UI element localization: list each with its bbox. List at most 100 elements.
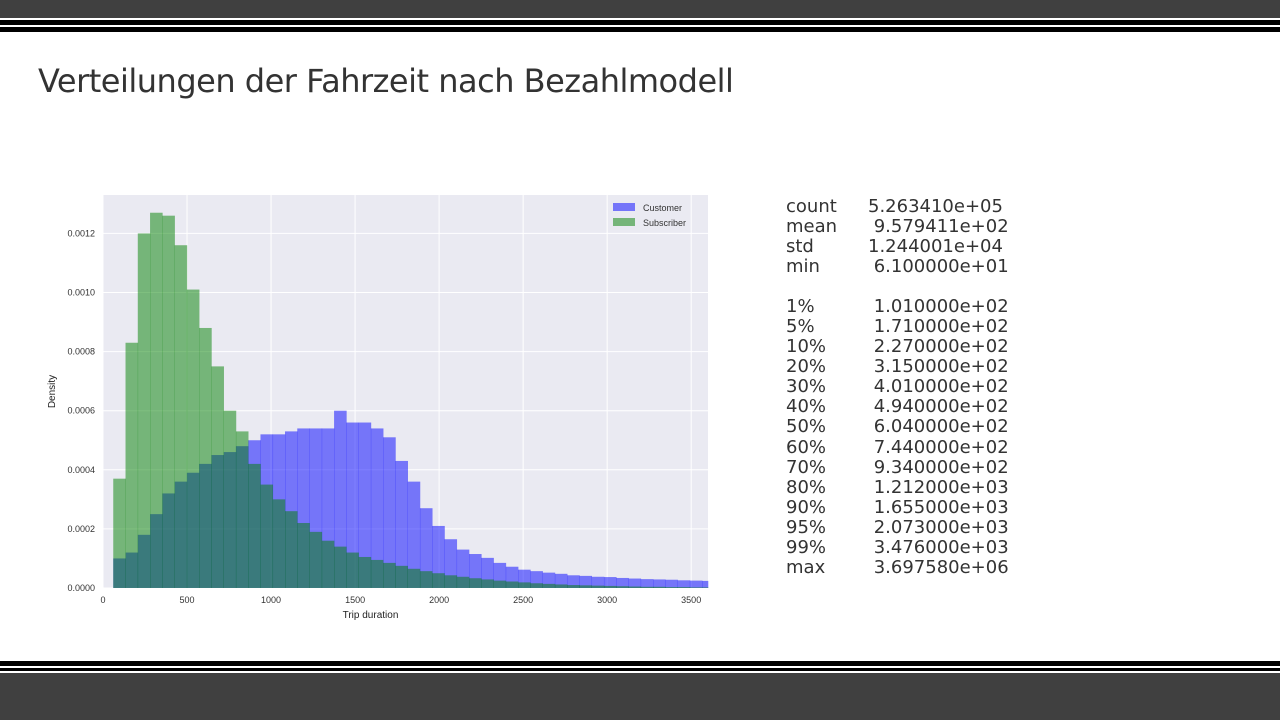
stat-key: 60% — [786, 436, 827, 458]
bar-subscriber — [186, 289, 200, 588]
bar-customer — [567, 575, 580, 588]
stats-row: max 3.697580e+06 — [786, 557, 1009, 579]
stats-row: 80% 1.212000e+03 — [786, 476, 1009, 498]
bar-subscriber — [260, 484, 274, 588]
bar-subscriber — [469, 578, 482, 588]
bar-subscriber — [505, 581, 519, 588]
legend-label-subscriber: Subscriber — [643, 218, 686, 228]
x-tick-label: 3500 — [681, 595, 701, 605]
stat-key: 50% — [786, 416, 827, 438]
y-tick-label: 0.0006 — [67, 406, 95, 416]
bar-subscriber — [493, 580, 507, 588]
bar-subscriber — [677, 587, 691, 588]
bar-customer — [665, 579, 678, 588]
slide-title: Verteilungen der Fahrzeit nach Bezahlmod… — [38, 62, 734, 100]
bar-customer — [554, 573, 568, 588]
stats-row: 60% 7.440000e+02 — [786, 436, 1009, 458]
stat-key: 20% — [786, 356, 827, 378]
bar-subscriber — [665, 587, 678, 588]
stat-key: 40% — [786, 396, 827, 418]
x-tick-label: 500 — [180, 595, 195, 605]
stats-table: count 5.263410e+05 mean 9.579411e+02 std 1.2… — [786, 196, 1009, 579]
bar-subscriber — [530, 583, 543, 588]
y-tick-label: 0.0012 — [67, 228, 95, 238]
stats-percentiles: 1% 1.010000e+02 5% 1.710000e+02 10% 2.2700… — [786, 295, 1009, 579]
stats-row: 5% 1.710000e+02 — [786, 315, 1009, 337]
stat-value: 4.940000e+02 — [868, 396, 1009, 418]
y-tick-label: 0.0008 — [67, 347, 95, 357]
x-tick-label: 1500 — [345, 595, 365, 605]
legend-swatch-subscriber — [613, 218, 635, 226]
bar-subscriber — [689, 587, 703, 588]
bar-subscriber — [137, 233, 151, 589]
bar-customer — [383, 437, 396, 588]
bottom-rule-1 — [0, 661, 1280, 666]
bar-subscriber — [591, 585, 605, 588]
stat-value: 6.100000e+01 — [868, 256, 1009, 278]
stat-value: 1.710000e+02 — [868, 315, 1009, 337]
stat-key: std — [786, 236, 814, 258]
bar-subscriber — [125, 342, 139, 588]
x-tick-label: 3000 — [597, 595, 617, 605]
stats-row: 40% 4.940000e+02 — [786, 397, 1009, 417]
stat-key: 1% — [786, 295, 815, 317]
bar-subscriber — [628, 586, 642, 588]
stat-key: 95% — [786, 516, 827, 538]
bar-customer — [346, 422, 359, 588]
stat-key: 80% — [786, 476, 827, 498]
bar-subscriber — [285, 511, 298, 588]
y-tick-label: 0.0000 — [67, 583, 95, 593]
bar-subscriber — [542, 583, 556, 588]
bar-customer — [334, 410, 347, 588]
stats-row: 10% 2.270000e+02 — [786, 336, 1009, 358]
stats-row: std 1.244001e+04 — [786, 237, 1009, 257]
stat-key: count — [786, 196, 837, 217]
x-tick-label: 2000 — [429, 595, 449, 605]
bar-subscriber — [370, 559, 384, 588]
stat-key: max — [786, 557, 826, 579]
bar-customer — [677, 580, 691, 588]
bar-subscriber — [579, 585, 593, 588]
bar-subscriber — [444, 575, 458, 588]
histogram-chart: 0 500 1000 1500 2000 2500 3000 3500 0.0000 0.0002… — [47, 195, 709, 621]
legend-label-customer: Customer — [643, 203, 682, 213]
y-tick-label: 0.0010 — [67, 288, 95, 298]
bar-customer — [640, 579, 654, 588]
bar-subscriber — [297, 522, 310, 588]
stats-gap — [786, 277, 1009, 297]
bar-customer — [591, 576, 605, 588]
stats-row: min 6.100000e+01 — [786, 257, 1009, 277]
stats-row: 70% 9.340000e+02 — [786, 457, 1009, 478]
bar-customer — [702, 580, 709, 588]
bar-customer — [358, 422, 372, 588]
bottom-band — [0, 673, 1280, 720]
bar-subscriber — [150, 212, 163, 589]
stat-value: 2.270000e+02 — [868, 336, 1009, 358]
bar-subscriber — [432, 573, 445, 588]
bar-subscriber — [334, 546, 347, 588]
stat-key: 5% — [786, 315, 815, 337]
stat-value: 7.440000e+02 — [868, 436, 1009, 458]
stats-row: 50% 6.040000e+02 — [786, 417, 1009, 437]
bar-customer — [370, 428, 384, 588]
bar-subscriber — [383, 562, 396, 588]
stats-row: count 5.263410e+05 — [786, 196, 1009, 217]
bar-customer — [395, 460, 408, 588]
bar-subscriber — [113, 478, 126, 588]
stat-key: 99% — [786, 537, 827, 558]
bar-subscriber — [321, 540, 335, 588]
y-tick-label: 0.0002 — [67, 524, 95, 534]
stat-key: 90% — [786, 496, 827, 518]
bottom-rule-2 — [0, 668, 1280, 671]
bar-subscriber — [199, 327, 212, 588]
bar-subscriber — [603, 585, 617, 588]
stat-value: 3.150000e+02 — [868, 356, 1009, 378]
bar-subscriber — [518, 582, 531, 588]
bar-customer — [616, 577, 629, 588]
bar-subscriber — [174, 245, 188, 588]
y-axis-label: Density — [47, 375, 58, 408]
stat-value: 4.010000e+02 — [868, 376, 1009, 398]
bar-subscriber — [211, 366, 224, 588]
stat-key: 10% — [786, 336, 827, 358]
stats-row: 20% 3.150000e+02 — [786, 357, 1009, 377]
